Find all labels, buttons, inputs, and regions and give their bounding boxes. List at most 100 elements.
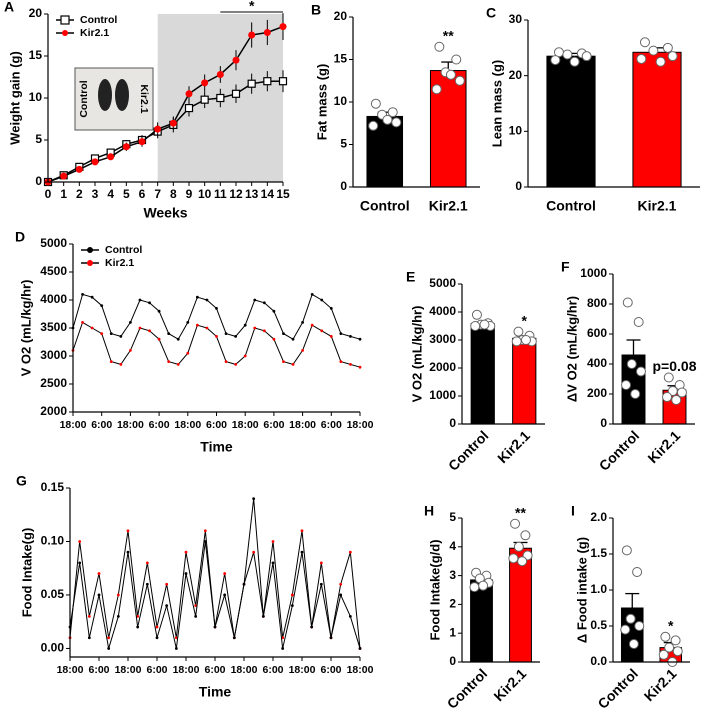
legend-label: Control <box>105 244 142 256</box>
point <box>319 582 323 586</box>
x-tick-label: 6:00 <box>149 419 170 431</box>
x-tick-label: 14 <box>261 187 275 201</box>
point <box>107 153 115 161</box>
bar <box>470 323 495 425</box>
point <box>252 497 256 501</box>
point <box>185 90 193 98</box>
data-point <box>664 642 675 653</box>
point <box>290 593 294 597</box>
y-tick-label: 400 <box>587 356 607 370</box>
y-tick-label: 1000 <box>580 266 607 280</box>
data-point <box>479 319 490 330</box>
x-tick-label: 6:00 <box>88 664 109 676</box>
data-point <box>662 392 673 402</box>
legend-label: Kir2.1 <box>80 27 109 39</box>
y-tick-label: 0.15 <box>41 480 65 494</box>
x-tick-label: 2 <box>76 187 83 201</box>
data-point <box>636 53 647 64</box>
x-tick-label: 6:00 <box>262 664 283 676</box>
annotation: ** <box>515 504 526 520</box>
point <box>290 604 294 608</box>
point <box>271 561 275 565</box>
y-tick-label: 0.00 <box>41 641 65 655</box>
point <box>339 360 343 363</box>
x-tick-label: 18:00 <box>347 419 374 431</box>
x-tick-label: 6:00 <box>146 664 167 676</box>
x-tick-label: Kir2.1 <box>638 198 677 214</box>
point <box>81 293 84 296</box>
x-tick-label: Control <box>360 198 410 214</box>
point <box>291 363 295 366</box>
point <box>263 28 271 36</box>
point <box>282 332 285 335</box>
annotation: * <box>522 312 528 328</box>
panel-letter: H <box>424 503 434 519</box>
point <box>262 301 266 305</box>
y-tick-label: 1000 <box>429 388 456 402</box>
y-tick-label: 0.05 <box>41 587 65 601</box>
point <box>145 582 149 586</box>
data-point <box>368 120 379 131</box>
legend-marker <box>87 247 93 253</box>
point <box>81 321 84 324</box>
bar <box>632 51 682 188</box>
point <box>320 298 324 302</box>
point <box>109 332 113 335</box>
series-line <box>47 80 283 183</box>
x-tick-label: 8 <box>170 187 177 201</box>
x-axis-label: Time <box>200 439 233 455</box>
point <box>100 332 104 335</box>
x-axis-label: Time <box>199 684 232 700</box>
y-tick-label: 3500 <box>40 320 67 334</box>
x-tick-label: Control <box>594 665 641 712</box>
point <box>78 561 82 565</box>
x-tick-label: Kir2.1 <box>644 427 683 466</box>
x-tick-label: 6 <box>139 187 146 201</box>
y-tick-label: 20 <box>29 6 43 20</box>
point <box>157 337 161 341</box>
data-point <box>639 37 650 48</box>
annotation: p=0.08 <box>653 358 697 374</box>
point <box>358 337 362 341</box>
data-point <box>660 631 671 642</box>
point <box>310 293 314 296</box>
point <box>203 540 207 543</box>
x-tick-label: 4 <box>107 187 114 201</box>
point <box>291 337 295 341</box>
data-point <box>622 297 633 308</box>
x-tick-label: 13 <box>245 187 259 201</box>
point <box>174 647 178 650</box>
data-point <box>391 117 402 128</box>
point <box>119 363 123 366</box>
y-tick-label: 5000 <box>40 236 67 250</box>
y-tick-label: 1.5 <box>590 546 607 560</box>
x-tick-label: 1 <box>60 187 67 201</box>
x-tick-label: Kir2.1 <box>494 427 533 466</box>
point <box>301 321 304 324</box>
y-tick-label: 3000 <box>429 332 456 346</box>
data-point <box>633 317 644 327</box>
point <box>167 360 171 363</box>
panel-letter: C <box>486 5 496 21</box>
point <box>215 307 218 310</box>
y-tick-label: 3 <box>449 568 456 582</box>
point <box>154 125 162 133</box>
data-point <box>470 321 481 331</box>
point <box>107 636 111 640</box>
point <box>282 360 285 363</box>
x-tick-label: Control <box>444 665 491 712</box>
point <box>278 77 288 86</box>
data-point <box>634 621 645 631</box>
point <box>358 647 362 650</box>
panel-letter: D <box>15 229 25 245</box>
point <box>310 625 314 629</box>
data-point <box>513 326 524 337</box>
point <box>272 337 276 341</box>
point <box>107 647 111 650</box>
point <box>329 307 333 310</box>
y-tick-label: 0 <box>515 179 522 193</box>
data-point <box>451 54 462 65</box>
point <box>195 323 199 327</box>
x-tick-label: 12 <box>229 187 243 201</box>
x-tick-label: Kir2.1 <box>429 198 468 214</box>
